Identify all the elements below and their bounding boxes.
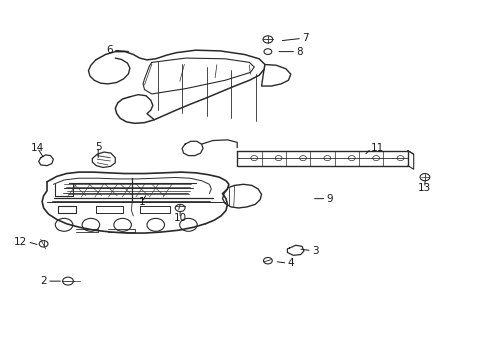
- Text: 12: 12: [14, 237, 27, 247]
- Text: 3: 3: [311, 246, 318, 256]
- Text: 6: 6: [106, 45, 113, 55]
- Text: 14: 14: [31, 143, 44, 153]
- Text: 10: 10: [173, 213, 186, 223]
- Text: 9: 9: [326, 194, 332, 204]
- Text: 7: 7: [302, 33, 308, 43]
- Text: 8: 8: [296, 46, 302, 57]
- Text: 1: 1: [139, 197, 145, 207]
- Text: 11: 11: [370, 143, 384, 153]
- Text: 4: 4: [287, 258, 293, 268]
- Text: 2: 2: [41, 276, 47, 286]
- Text: 5: 5: [95, 141, 102, 152]
- Text: 13: 13: [417, 183, 430, 193]
